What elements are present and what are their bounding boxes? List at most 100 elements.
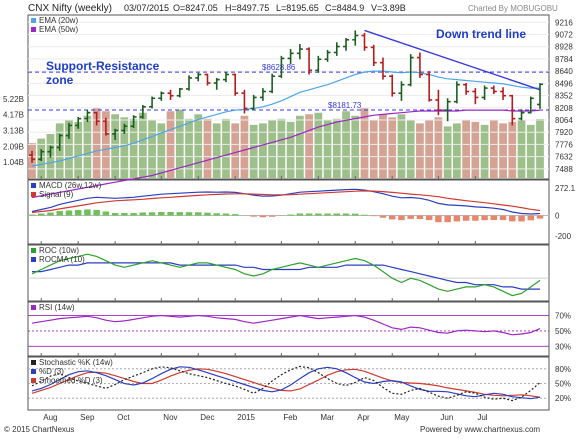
rsi-tick-label: 70% (555, 312, 571, 321)
legend-signal: Signal (9) (39, 190, 74, 199)
rsi-line (31, 314, 541, 336)
x-tick-label: May (394, 413, 409, 422)
reference-line-label: $8628.86 (262, 63, 296, 72)
macd-histogram-bar (472, 215, 479, 221)
price-tick-label: 8352 (555, 92, 573, 101)
volume-bar (434, 117, 443, 178)
down-trend-line (364, 29, 541, 91)
macd-histogram-bar (398, 215, 405, 221)
legend-stoch-smoothed: Smoothed %D (3) (39, 376, 103, 385)
legend-macd: MACD (26w,12w) (39, 181, 102, 190)
legend-swatch-rsi (31, 305, 36, 310)
macd-histogram-bar (158, 212, 165, 216)
rsi-panel (27, 301, 550, 357)
header-date: 03/07/2015 (124, 3, 169, 13)
price-candles (29, 30, 543, 163)
header-close: C=8484.9 (325, 3, 364, 13)
macd-series: 272.1 0 -200 (28, 184, 576, 241)
macd-histogram-bar (222, 213, 230, 216)
volume-bar (517, 120, 526, 178)
volume-bar (508, 121, 517, 178)
volume-bar (480, 124, 489, 178)
price-tick-label: 9216 (555, 18, 573, 27)
macd-histogram-bar (185, 212, 193, 216)
price-tick-label: 8064 (555, 116, 573, 125)
price-tick-label: 7920 (555, 128, 573, 137)
macd-histogram-bar (139, 212, 147, 216)
macd-histogram-bar (536, 215, 544, 219)
legend-stoch-k: Stochastic %K (14w) (39, 358, 113, 367)
legend-stoch-d: %D (3) (39, 367, 64, 376)
legend-swatch-macd (31, 183, 36, 188)
stoch-tick-label: 80% (555, 365, 571, 374)
price-tick-label: 7632 (555, 153, 573, 162)
stoch-d-line (31, 366, 541, 400)
macd-histogram-bar (130, 213, 137, 216)
volume-bar (222, 118, 230, 178)
macd-histogram-bar (509, 215, 516, 222)
header-low: L=8195.65 (276, 3, 319, 13)
macd-histogram-bar (195, 212, 202, 216)
rsi-series: 70% 50% 30% (28, 312, 571, 351)
roc-legend: ROC (10w) ROCMA (10) (31, 246, 85, 264)
macd-legend: MACD (26w,12w) Signal (9) (31, 181, 102, 199)
x-tick-label: Sep (80, 413, 95, 422)
volume-bar (379, 114, 387, 178)
volume-bar (462, 120, 470, 178)
header-volume: V=3.89B (371, 3, 406, 13)
volume-bar (259, 123, 267, 178)
price-tick-label: 8784 (555, 55, 573, 64)
x-tick-label: Jun (440, 413, 453, 422)
x-axis: Aug Sep Oct Nov Dec 2015 Feb Mar Apr May Jun Jul (40, 176, 488, 422)
macd-histogram-bar (65, 210, 73, 216)
volume-bar (65, 120, 73, 178)
macd-histogram-bar (259, 215, 267, 218)
macd-panel (27, 179, 550, 245)
volume-bar (185, 118, 193, 178)
x-tick-label: Jul (477, 413, 487, 422)
ema50-line (31, 109, 541, 199)
signal-line (31, 190, 541, 214)
macd-histogram-bar (416, 215, 424, 220)
volume-tick-label: 3.13B (3, 127, 24, 136)
roc-line (31, 253, 541, 297)
macd-histogram-bar (361, 214, 368, 216)
macd-histogram-bar (462, 215, 470, 221)
x-tick-label: Mar (320, 413, 334, 422)
macd-histogram-bar (499, 215, 507, 221)
stochastic-legend: Stochastic %K (14w) %D (3) Smoothed %D (… (31, 358, 113, 385)
macd-histogram-bar (315, 213, 322, 216)
volume-bar (369, 120, 378, 178)
macd-histogram-bar (435, 215, 442, 223)
volume-bar (249, 124, 258, 178)
macd-histogram-bar (407, 215, 414, 219)
macd-histogram-bar (250, 215, 257, 217)
macd-histogram-bar (518, 215, 525, 222)
volume-bar (277, 118, 286, 178)
volume-bar (295, 115, 304, 178)
legend-ema20: EMA (20w) (39, 16, 78, 25)
price-lines: $8628.86 $8181.73 (28, 29, 549, 199)
stoch-tick-label: 50% (555, 380, 571, 389)
volume-bar (148, 120, 156, 178)
macd-tick-label: -200 (555, 232, 572, 241)
volume-bar (406, 120, 415, 178)
rsi-tick-label: 50% (555, 327, 571, 336)
volume-bar (332, 118, 341, 178)
macd-histogram-bar (102, 211, 110, 216)
legend-swatch-ema20 (31, 18, 36, 23)
stochastic-series: 80% 50% 20% (28, 365, 571, 403)
stoch-smoothed-line (31, 368, 541, 398)
macd-histogram-bar (425, 215, 433, 221)
header-open: O=8247.05 (173, 3, 218, 13)
volume-bar (231, 123, 240, 178)
macd-histogram-bar (38, 213, 45, 216)
macd-histogram-bar (370, 215, 377, 217)
legend-rsi: RSI (14w) (39, 303, 75, 312)
macd-histogram-bar (93, 209, 100, 216)
volume-bar (443, 126, 452, 178)
footer-copyright: © 2015 ChartNexus (4, 425, 74, 434)
volume-bar (471, 121, 480, 178)
macd-histogram-bar (444, 215, 451, 223)
volume-bar (305, 114, 313, 178)
